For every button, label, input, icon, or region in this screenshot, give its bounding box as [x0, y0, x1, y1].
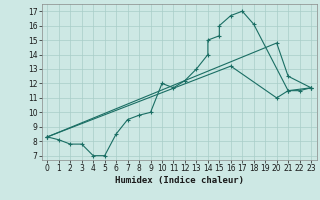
X-axis label: Humidex (Indice chaleur): Humidex (Indice chaleur): [115, 176, 244, 185]
